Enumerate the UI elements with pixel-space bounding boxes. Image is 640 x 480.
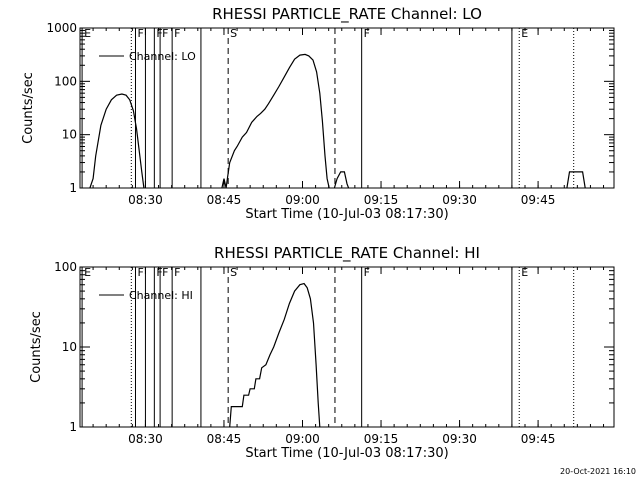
event-marker-label: S xyxy=(230,27,237,40)
data-trace xyxy=(333,171,350,189)
y-tick-label: 10 xyxy=(62,340,77,354)
event-marker-label: F xyxy=(364,27,370,40)
event-marker-label: E xyxy=(521,266,528,279)
x-tick-label: 09:30 xyxy=(442,193,477,207)
timestamp: 20-Oct-2021 16:10 xyxy=(560,467,636,476)
panel-hi: RHESSI PARTICLE_RATE Channel: HI 08:30 08:… xyxy=(29,244,615,461)
y-tick-label: 1 xyxy=(69,181,77,195)
y-tick-label: 10 xyxy=(62,128,77,142)
plot-frame xyxy=(79,27,615,189)
data-trace xyxy=(221,53,330,189)
event-marker-label: F xyxy=(137,266,143,279)
event-marker-label: E xyxy=(84,27,91,40)
x-tick-label: 09:45 xyxy=(521,193,556,207)
x-tick-label: 09:15 xyxy=(364,432,399,446)
event-marker-label: F xyxy=(364,266,370,279)
event-marker-label: F xyxy=(174,266,180,279)
event-marker-label: F xyxy=(162,27,168,40)
x-tick-label: 09:15 xyxy=(364,193,399,207)
panel-lo: RHESSI PARTICLE_RATE Channel: LO 08:30 08:… xyxy=(21,5,615,222)
x-tick-label: 08:30 xyxy=(128,432,163,446)
event-marker-label: F xyxy=(156,27,162,40)
x-tick-label: 08:45 xyxy=(207,432,242,446)
y-axis-label: Counts/sec xyxy=(21,72,36,144)
x-tick-label: 08:30 xyxy=(128,193,163,207)
y-tick-label: 1000 xyxy=(46,21,77,35)
legend-label: Channel: LO xyxy=(129,50,196,63)
x-axis-label: Start Time (10-Jul-03 08:17:30) xyxy=(245,207,448,222)
x-tick-label: 09:00 xyxy=(285,193,320,207)
x-tick-label: 09:45 xyxy=(521,432,556,446)
y-tick-label: 1 xyxy=(69,420,77,434)
data-trace xyxy=(229,282,321,428)
legend-label: Channel: HI xyxy=(129,289,193,302)
event-marker-label: F xyxy=(162,266,168,279)
data-trace xyxy=(89,93,145,189)
chart-title: RHESSI PARTICLE_RATE Channel: LO xyxy=(212,5,482,24)
y-tick-label: 100 xyxy=(54,260,77,274)
event-marker-label: E xyxy=(84,266,91,279)
x-tick-label: 08:45 xyxy=(207,193,242,207)
x-tick-label: 09:30 xyxy=(442,432,477,446)
data-trace xyxy=(566,171,586,189)
event-marker-label: F xyxy=(156,266,162,279)
chart-title: RHESSI PARTICLE_RATE Channel: HI xyxy=(214,244,480,263)
event-marker-label: E xyxy=(521,27,528,40)
event-marker-label: S xyxy=(230,266,237,279)
event-marker-label: F xyxy=(174,27,180,40)
event-marker-label: F xyxy=(137,27,143,40)
y-tick-label: 100 xyxy=(54,74,77,88)
x-axis-label: Start Time (10-Jul-03 08:17:30) xyxy=(245,446,448,461)
x-tick-label: 09:00 xyxy=(285,432,320,446)
y-axis-label: Counts/sec xyxy=(29,311,44,383)
